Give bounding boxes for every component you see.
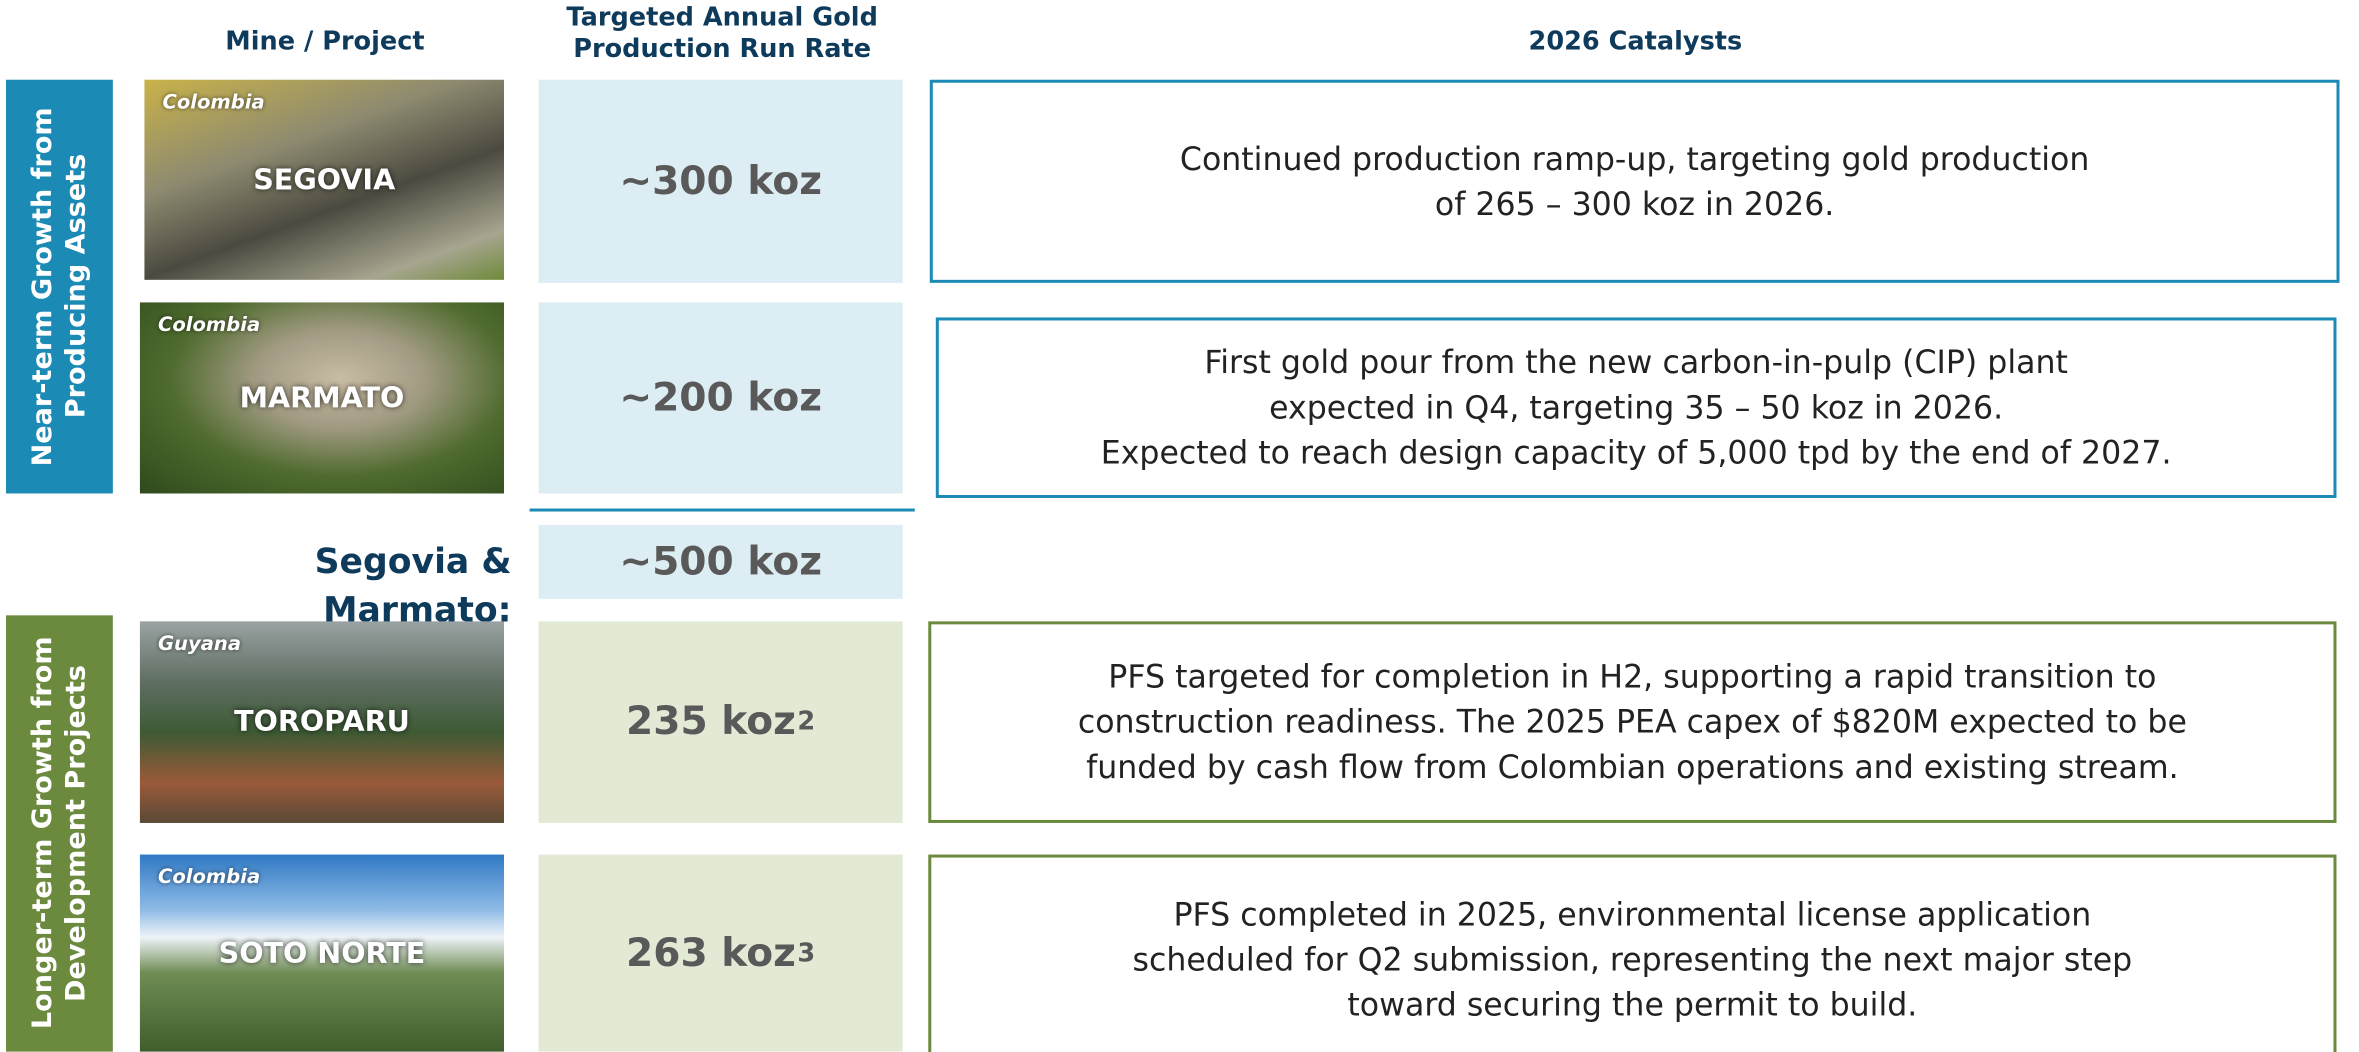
catalyst-line: funded by cash flow from Colombian opera… — [1086, 749, 2179, 786]
catalyst-box: PFS completed in 2025, environmental lic… — [928, 854, 2337, 1052]
rate-box: ~200 koz — [538, 302, 903, 494]
group-label: Near-term Growth from Producing Assets — [26, 107, 92, 467]
catalyst-line: expected in Q4, targeting 35 – 50 koz in… — [1269, 389, 2004, 426]
catalyst-box: PFS targeted for completion in H2, suppo… — [928, 621, 2337, 823]
header-rate: Targeted Annual Gold Production Run Rate — [566, 3, 878, 65]
project-image: Colombia MARMATO — [139, 302, 505, 494]
project-name: SOTO NORTE — [218, 936, 426, 970]
header-catalysts: 2026 Catalysts — [1528, 27, 1743, 58]
catalyst-line: Continued production ramp-up, targeting … — [1179, 140, 2090, 177]
catalyst-line: PFS targeted for completion in H2, suppo… — [1108, 658, 2157, 696]
catalyst-line: construction readiness. The 2025 PEA cap… — [1077, 704, 2187, 741]
group-label: Longer-term Growth from Development Proj… — [26, 637, 92, 1030]
group-bar: Longer-term Growth from Development Proj… — [6, 615, 113, 1052]
rate-value: ~200 koz — [619, 375, 822, 421]
project-image: Colombia SOTO NORTE — [139, 854, 505, 1052]
rate-value: 263 koz — [626, 930, 796, 976]
project-name: MARMATO — [239, 381, 405, 415]
rate-value: ~300 koz — [619, 158, 822, 204]
catalyst-box: Continued production ramp-up, targeting … — [929, 79, 2340, 283]
group-bar: Near-term Growth from Producing Assets — [6, 79, 113, 494]
catalyst-line: PFS completed in 2025, environmental lic… — [1173, 896, 2092, 933]
project-name: SEGOVIA — [253, 163, 396, 197]
project-image: Guyana TOROPARU — [139, 621, 505, 823]
divider — [529, 508, 915, 512]
project-image: Colombia SEGOVIA — [144, 79, 505, 280]
footnote-marker: 3 — [797, 938, 816, 969]
catalyst-line: toward securing the permit to build. — [1347, 986, 1918, 1024]
subtotal-label: Segovia & Marmato: — [314, 543, 512, 631]
project-name: TOROPARU — [234, 705, 410, 739]
catalyst-line: First gold pour from the new carbon-in-p… — [1204, 344, 2068, 381]
header-project: Mine / Project — [225, 27, 425, 58]
footnote-marker: 2 — [797, 707, 816, 738]
project-country: Colombia — [162, 91, 265, 115]
project-country: Guyana — [157, 633, 242, 656]
rate-box: ~300 koz — [538, 79, 903, 283]
rate-value: 235 koz — [626, 699, 796, 745]
project-country: Colombia — [157, 314, 261, 338]
project-country: Colombia — [157, 866, 261, 890]
subtotal-rate: ~500 koz — [538, 525, 903, 599]
catalyst-box: First gold pour from the new carbon-in-p… — [935, 317, 2337, 498]
catalyst-line: Expected to reach design capacity of 5,0… — [1100, 434, 2172, 471]
catalyst-line: scheduled for Q2 submission, representin… — [1132, 941, 2133, 978]
rate-box: 235 koz 2 — [538, 621, 903, 823]
catalyst-line: of 265 – 300 koz in 2026. — [1434, 185, 1835, 222]
rate-box: 263 koz 3 — [538, 854, 903, 1052]
